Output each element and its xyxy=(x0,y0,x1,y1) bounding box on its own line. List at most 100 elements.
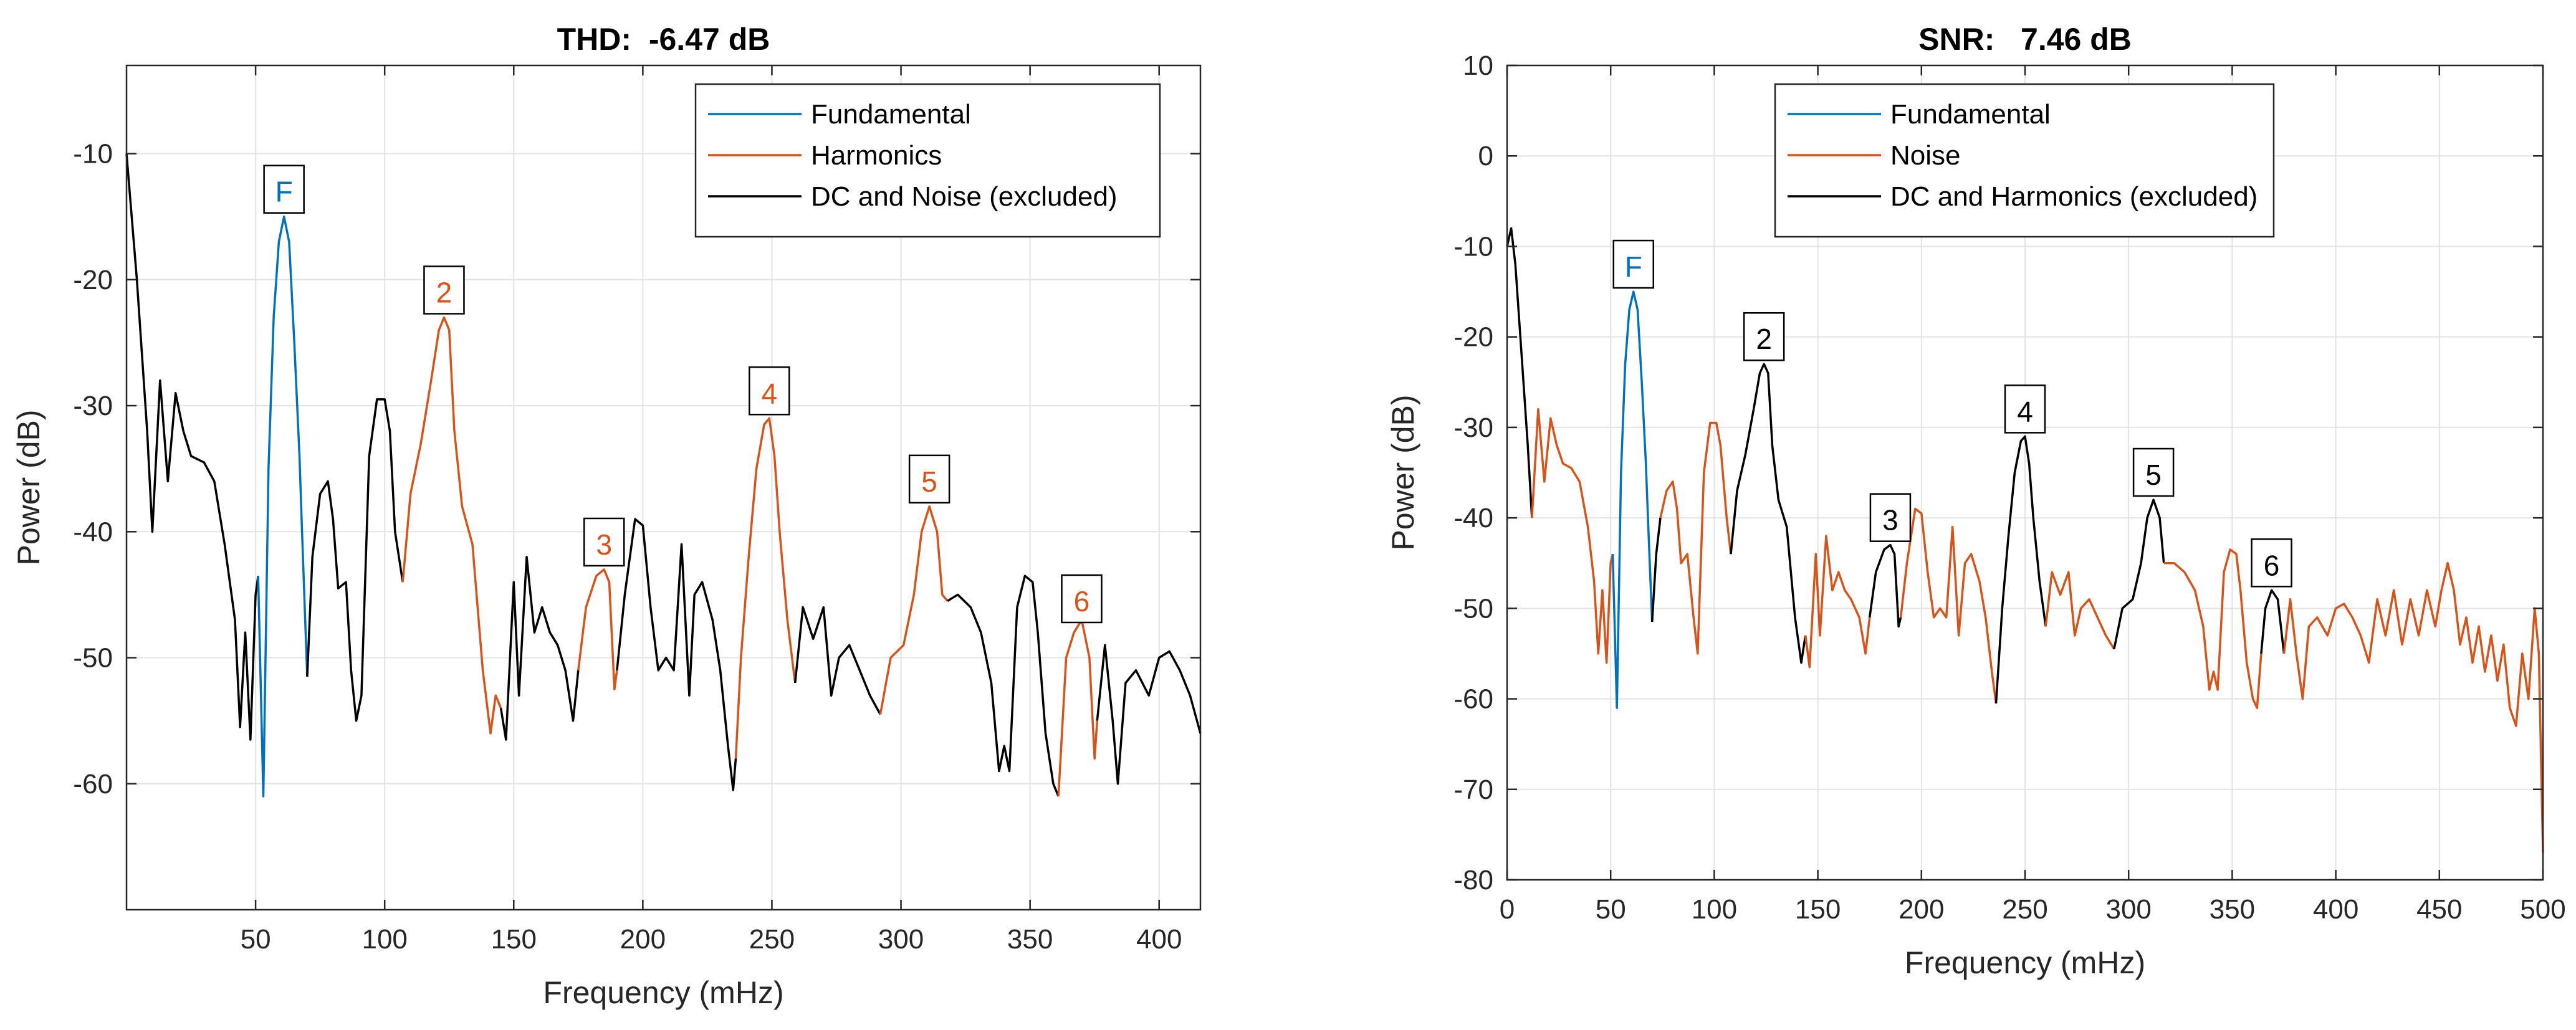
peak-marker-box xyxy=(1743,312,1785,361)
series-noise-line xyxy=(2044,571,2115,650)
y-tick-label: -30 xyxy=(73,391,113,421)
peak-marker-box xyxy=(2004,384,2046,434)
series-harmonics-line xyxy=(401,316,502,735)
series-dc-and-harmonics-excluded-line xyxy=(2260,589,2286,654)
peak-marker-4: 4 xyxy=(749,366,790,416)
y-tick-label: -70 xyxy=(1453,775,1493,805)
series-dc-and-harmonics-excluded-line xyxy=(1506,227,1533,518)
series-noise-line xyxy=(2163,548,2262,709)
x-tick-label: 350 xyxy=(1007,924,1053,955)
peak-marker-label: 4 xyxy=(762,377,778,409)
x-tick-label: 450 xyxy=(2416,894,2462,925)
series-dc-and-noise-excluded-line xyxy=(947,575,1060,797)
y-tick-label: 10 xyxy=(1463,50,1493,81)
y-tick-label: -80 xyxy=(1453,865,1493,895)
x-axis-label: Frequency (mHz) xyxy=(543,975,783,1010)
peak-marker-label: 5 xyxy=(2145,459,2162,491)
y-tick-label: -20 xyxy=(1453,322,1493,353)
peak-marker-3: 3 xyxy=(583,517,625,567)
peak-marker-label: 3 xyxy=(1882,504,1898,536)
x-tick-label: 0 xyxy=(1500,894,1515,925)
x-tick-label: 300 xyxy=(2105,894,2151,925)
peak-marker-2: 2 xyxy=(423,265,465,315)
peak-marker-box xyxy=(1061,574,1103,624)
peak-marker-box xyxy=(263,165,305,214)
x-tick-label: 50 xyxy=(241,924,271,955)
legend-entry-label: DC and Harmonics (excluded) xyxy=(1890,181,2258,212)
peak-marker-box xyxy=(749,366,790,416)
series-dc-and-noise-excluded-line xyxy=(125,153,259,741)
x-tick-label: 350 xyxy=(2210,894,2255,925)
peak-marker-box xyxy=(583,517,625,567)
x-tick-label: 100 xyxy=(1692,894,1737,925)
y-tick-label: -20 xyxy=(73,265,113,295)
legend: Fundamental Harmonics DC and Noise (exclud… xyxy=(694,83,1161,238)
x-tick-label: 150 xyxy=(1795,894,1841,925)
peak-marker-box xyxy=(2251,538,2292,588)
series-noise-line xyxy=(2282,561,2544,853)
peak-marker-label: 4 xyxy=(2017,395,2033,427)
legend: Fundamental Noise DC and Harmonics (exclud… xyxy=(1774,83,2275,238)
y-axis-label: Power (dB) xyxy=(11,409,46,565)
peak-marker-label: 3 xyxy=(596,528,612,561)
x-tick-label: 50 xyxy=(1596,894,1626,925)
y-tick-label: -50 xyxy=(1453,593,1493,624)
series-noise-line xyxy=(1531,408,1614,664)
legend-entry-label: Fundamental xyxy=(1890,99,2051,130)
peak-marker-box xyxy=(908,454,950,504)
peak-marker-label: 2 xyxy=(436,276,452,308)
y-tick-label: -60 xyxy=(73,769,113,799)
series-harmonics-line xyxy=(577,568,618,690)
peak-marker-label: F xyxy=(275,176,293,208)
x-tick-label: 300 xyxy=(878,924,924,955)
legend-box xyxy=(694,83,1161,238)
series-dc-and-noise-excluded-line xyxy=(616,518,737,791)
peak-marker-label: F xyxy=(1625,250,1642,283)
series-noise-line xyxy=(1659,421,1732,655)
peak-marker-box xyxy=(1869,493,1912,542)
peak-marker-6: 6 xyxy=(2251,538,2292,588)
peak-marker-f: F xyxy=(1612,239,1655,289)
peak-marker-label: 6 xyxy=(1074,585,1090,618)
series-dc-and-harmonics-excluded-line xyxy=(1730,363,1807,664)
series-fundamental-line xyxy=(1611,290,1654,709)
legend-entry-label: Fundamental xyxy=(811,99,971,130)
peak-marker-6: 6 xyxy=(1061,574,1103,624)
snr-chart: 0 50 100 150 200 250 300 350 400 450 500-80-70-60-… xyxy=(1386,22,2566,980)
x-tick-label: 150 xyxy=(491,924,537,955)
y-tick-label: -60 xyxy=(1453,684,1493,715)
peak-marker-4: 4 xyxy=(2004,384,2046,434)
y-tick-label: 0 xyxy=(1478,141,1493,171)
peak-marker-label: 5 xyxy=(921,465,937,498)
series-dc-and-harmonics-excluded-line xyxy=(2113,498,2165,650)
chart-title: SNR: 7.46 dB xyxy=(1918,22,2132,57)
y-tick-label: -30 xyxy=(1453,412,1493,443)
x-tick-label: 100 xyxy=(362,924,407,955)
legend-entry-label: DC and Noise (excluded) xyxy=(811,181,1118,212)
peak-marker-f: F xyxy=(263,165,305,214)
series-dc-and-harmonics-excluded-line xyxy=(1994,435,2047,703)
peak-marker-5: 5 xyxy=(2132,447,2175,497)
x-tick-label: 400 xyxy=(1136,924,1182,955)
series-dc-and-harmonics-excluded-line xyxy=(1868,543,1902,628)
x-tick-label: 500 xyxy=(2520,894,2565,925)
y-tick-label: -50 xyxy=(73,643,113,674)
peak-marker-label: 2 xyxy=(1756,323,1772,355)
y-tick-label: -40 xyxy=(73,517,113,547)
peak-marker-box xyxy=(1612,239,1655,289)
legend-box xyxy=(1774,83,2275,238)
peak-marker-box xyxy=(2132,447,2175,497)
x-tick-label: 250 xyxy=(2002,894,2047,925)
y-tick-label: -40 xyxy=(1453,503,1493,533)
peak-marker-2: 2 xyxy=(1743,312,1785,361)
peak-marker-box xyxy=(423,265,465,315)
peak-marker-label: 6 xyxy=(2264,549,2280,581)
series-noise-line xyxy=(1899,507,1998,704)
y-axis-label: Power (dB) xyxy=(1386,394,1420,550)
series-fundamental-line xyxy=(257,215,309,798)
series-dc-and-harmonics-excluded-line xyxy=(1650,517,1662,622)
series-harmonics-line xyxy=(879,505,949,715)
series-harmonics-line xyxy=(734,417,797,759)
chart-title: THD: -6.47 dB xyxy=(557,22,770,57)
